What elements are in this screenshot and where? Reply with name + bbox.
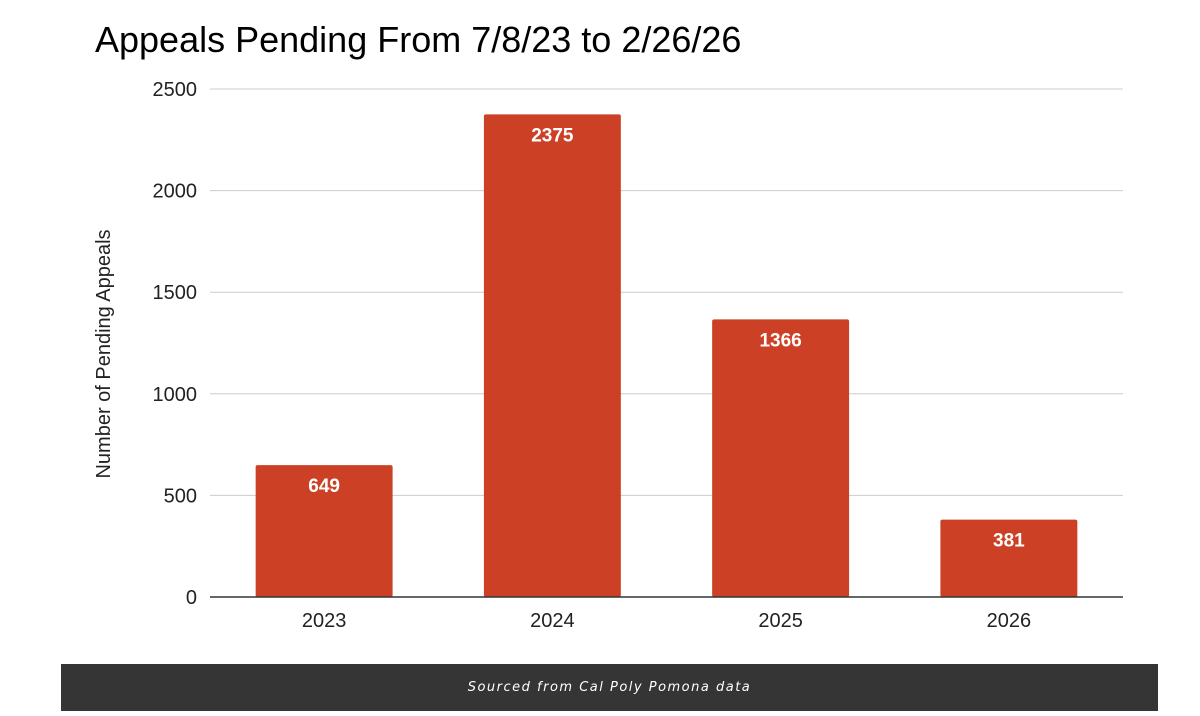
x-tick-label-2023: 2023 — [302, 610, 347, 632]
bar-2023 — [255, 465, 393, 597]
source-caption: Sourced from Cal Poly Pomona data — [61, 664, 1158, 711]
y-tick-label: 1000 — [153, 384, 198, 406]
y-tick-label: 500 — [164, 485, 197, 507]
y-tick-label: 0 — [186, 587, 197, 609]
data-label-2026: 381 — [993, 531, 1025, 552]
data-label-2023: 649 — [308, 476, 340, 497]
gridlines — [210, 88, 1123, 496]
bar-2024 — [483, 114, 621, 598]
bar-2025 — [712, 319, 850, 597]
y-axis-title: Number of Pending Appeals — [93, 229, 115, 478]
tick-labels: 0 500 1000 1500 2000 2500 649 2023 2375 2024 1366 2… — [153, 79, 1032, 632]
bar-2026 — [940, 519, 1078, 597]
bar-chart: Appeals Pending From 7/8/23 to 2/26/26 N… — [93, 19, 1123, 632]
chart-title: Appeals Pending From 7/8/23 to 2/26/26 — [95, 19, 741, 60]
y-tick-label: 2500 — [153, 79, 198, 101]
y-tick-label: 2000 — [153, 181, 198, 203]
data-label-2025: 1366 — [759, 330, 801, 351]
bars — [255, 114, 1078, 598]
data-label-2024: 2375 — [531, 125, 574, 146]
x-tick-label-2024: 2024 — [530, 610, 575, 632]
y-tick-label: 1500 — [153, 282, 198, 304]
x-tick-label-2026: 2026 — [987, 610, 1032, 632]
x-tick-label-2025: 2025 — [758, 610, 803, 632]
